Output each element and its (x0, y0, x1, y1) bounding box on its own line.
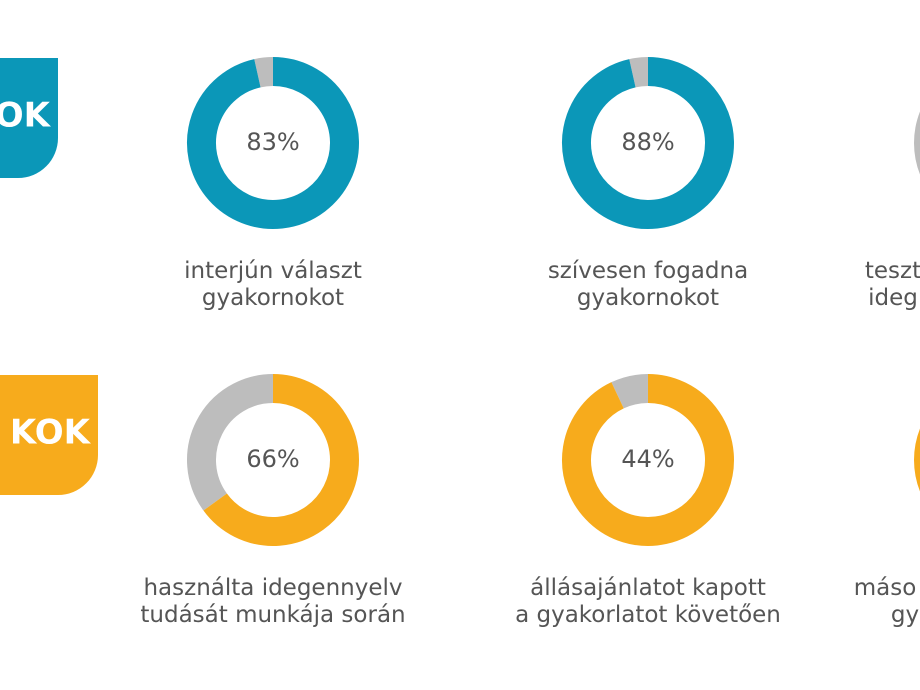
percent-label: 83% (246, 128, 299, 156)
badge-shape (0, 58, 58, 178)
item-label: interjún választ (184, 258, 362, 284)
donut-rest (611, 374, 649, 409)
donut-value (562, 374, 734, 546)
item-label: gyakornokot (577, 285, 719, 311)
badge-text: KOK (10, 413, 92, 453)
item-label: ideg (868, 285, 918, 311)
item-label: állásajánlatot kapott (530, 575, 766, 601)
item-label: tudását munkája során (140, 602, 405, 628)
item-label: máso (854, 575, 917, 601)
donut-value (203, 374, 359, 546)
donut-rest (254, 57, 274, 88)
item-label: a gyakorlatot követően (515, 602, 781, 628)
donut-rest (187, 374, 274, 511)
badge-text: OK (0, 96, 52, 136)
item-label: gy (891, 602, 919, 628)
item-label: gyakornokot (202, 285, 344, 311)
item-label: teszt (865, 258, 920, 284)
percent-label: 44% (621, 445, 674, 473)
item-label: használta idegennyelv (143, 575, 402, 601)
percent-label: 88% (621, 128, 674, 156)
donut-rest (629, 57, 649, 88)
donut-value (187, 57, 359, 229)
badge-shape (0, 375, 98, 495)
donut-value (562, 57, 734, 229)
item-label: szívesen fogadna (548, 258, 748, 284)
percent-label: 66% (246, 445, 299, 473)
